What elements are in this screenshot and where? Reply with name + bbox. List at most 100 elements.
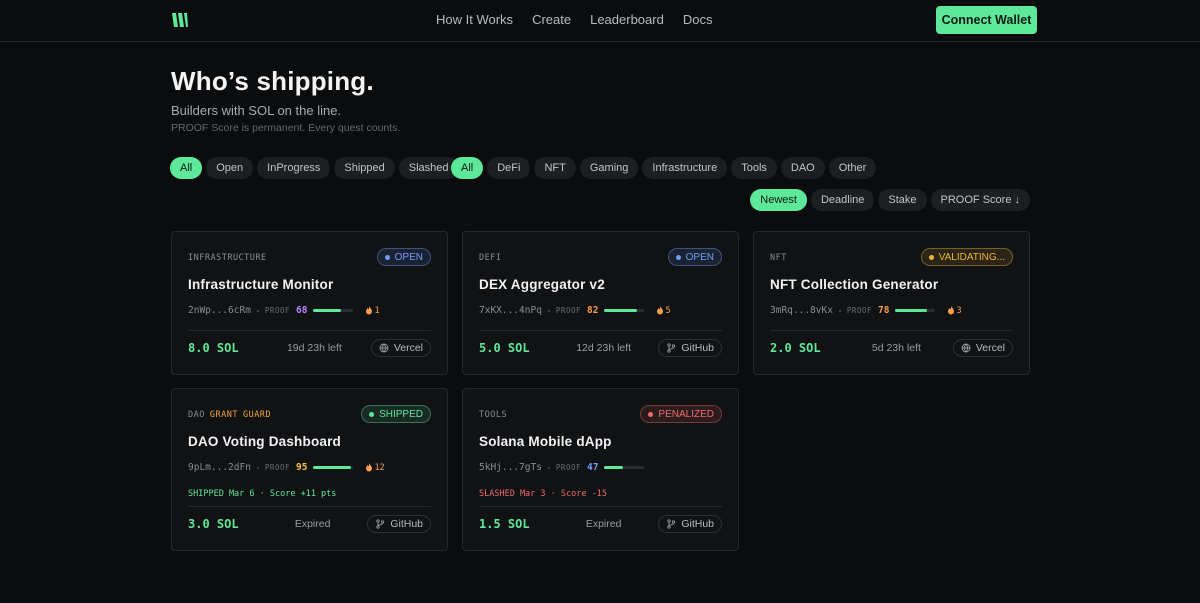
proof-track: [313, 309, 354, 312]
quest-card[interactable]: NFT VALIDATING... NFT Collection Generator…: [753, 231, 1030, 375]
status-text: PENALIZED: [658, 408, 714, 420]
category-pill[interactable]: Infrastructure: [642, 157, 728, 179]
stake-amount: 3.0 SOL: [188, 517, 239, 531]
status-badge: OPEN: [376, 248, 431, 266]
status-text: OPEN: [685, 251, 714, 263]
project-link[interactable]: GitHub: [367, 515, 431, 533]
divider: [188, 506, 431, 507]
link-text: GitHub: [390, 518, 423, 530]
divider: [479, 330, 722, 331]
status-pill[interactable]: Open: [206, 157, 254, 179]
tag-label: GRANT: [209, 410, 238, 420]
sort-pill[interactable]: Newest: [750, 189, 807, 211]
separator: [547, 309, 550, 312]
project-link[interactable]: Vercel: [952, 339, 1013, 357]
category-pill[interactable]: DeFi: [487, 157, 531, 179]
stake-amount: 1.5 SOL: [479, 517, 530, 531]
hero-title: Who’s shipping.: [171, 66, 374, 96]
link-text: GitHub: [681, 342, 714, 354]
quest-title: DAO Voting Dashboard: [188, 434, 342, 449]
category-label: NFT: [770, 253, 787, 263]
sort-pill[interactable]: PROOF Score ↓: [930, 189, 1030, 211]
sort-options: Newest Deadline Stake PROOF Score ↓: [750, 189, 1030, 211]
status-badge: VALIDATING...: [920, 248, 1013, 266]
category-pill[interactable]: Other: [828, 157, 877, 179]
streak-count: 12: [374, 462, 385, 473]
nav-link[interactable]: Docs: [682, 12, 713, 27]
time-left: 5d 23h left: [871, 342, 921, 354]
link-text: Vercel: [975, 342, 1005, 354]
stake-amount: 8.0 SOL: [188, 341, 239, 355]
status-pill[interactable]: Slashed: [398, 157, 459, 179]
proof-label: PROOF: [555, 463, 581, 472]
proof-track: [313, 466, 354, 469]
project-link[interactable]: Vercel: [370, 339, 431, 357]
nav-link[interactable]: How It Works: [436, 12, 514, 27]
status-pill[interactable]: InProgress: [257, 157, 331, 179]
status-text: OPEN: [394, 251, 423, 263]
category-pill[interactable]: DAO: [780, 157, 825, 179]
proof-bar: [604, 309, 638, 312]
category-label: DEFI: [479, 253, 502, 263]
nav-link[interactable]: Leaderboard: [590, 12, 664, 27]
category-row: NFT: [770, 253, 787, 263]
status-dot: [369, 411, 375, 417]
divider: [479, 506, 722, 507]
proof-score: 68: [296, 305, 308, 316]
connect-wallet-button[interactable]: Connect Wallet: [936, 6, 1037, 34]
divider: [188, 330, 431, 331]
category-pill[interactable]: Tools: [731, 157, 777, 179]
streak-count: 5: [665, 305, 671, 316]
navbar: How It Works Create Leaderboard Docs Connec…: [0, 0, 1200, 42]
meta-row: 5kHj...7gTs PROOF 47: [479, 462, 645, 473]
proof-bar: [604, 466, 624, 469]
tag-label: GUARD: [242, 410, 272, 420]
project-link[interactable]: GitHub: [658, 515, 722, 533]
category-label: DAO: [188, 410, 205, 420]
category-filters: All DeFi NFT Gaming Infrastructure Tools DAO Ot…: [451, 157, 877, 179]
time-left: Expired: [585, 518, 622, 530]
category-row: DEFI: [479, 253, 501, 263]
quest-card[interactable]: DAO GRANT GUARD SHIPPED DAO Voting Dashboard…: [171, 388, 448, 551]
wallet-address: 3mRq...8vKx: [770, 305, 833, 316]
category-pill[interactable]: Gaming: [579, 157, 639, 179]
category-row: DAO GRANT GUARD: [188, 410, 271, 420]
link-text: GitHub: [681, 518, 714, 530]
proof-track: [895, 309, 936, 312]
wallet-address: 7xKX...4nPq: [479, 305, 542, 316]
category-pill[interactable]: NFT: [534, 157, 576, 179]
quest-title: Infrastructure Monitor: [188, 277, 334, 292]
wallet-address: 2nWp...6cRm: [188, 305, 251, 316]
quest-card[interactable]: DEFI OPEN DEX Aggregator v2 7xKX...4nPq PROO…: [462, 231, 739, 375]
wallet-address: 5kHj...7gTs: [479, 462, 542, 473]
sort-pill[interactable]: Stake: [878, 189, 927, 211]
result-line: SHIPPED Mar 6 · Score +11 pts: [188, 489, 337, 499]
streak: 3: [947, 305, 962, 316]
proof-bar: [895, 309, 927, 312]
streak-count: 3: [956, 305, 962, 316]
quest-title: DEX Aggregator v2: [479, 277, 605, 292]
proof-track: [604, 466, 645, 469]
project-link[interactable]: GitHub: [658, 339, 722, 357]
proof-score: 95: [296, 462, 308, 473]
quest-card[interactable]: TOOLS PENALIZED Solana Mobile dApp 5kHj...7…: [462, 388, 739, 551]
status-pill[interactable]: All: [170, 157, 203, 179]
card-footer: 2.0 SOL 5d 23h left Vercel: [770, 339, 1013, 357]
status-pill[interactable]: Shipped: [334, 157, 395, 179]
separator: [256, 466, 259, 469]
link-text: Vercel: [393, 342, 423, 354]
status-dot: [928, 254, 934, 260]
nav-link[interactable]: Create: [532, 12, 572, 27]
proof-bar: [313, 466, 352, 469]
stake-amount: 5.0 SOL: [479, 341, 530, 355]
streak: 12: [365, 462, 385, 473]
status-badge: PENALIZED: [640, 405, 722, 423]
quest-card[interactable]: INFRASTRUCTURE OPEN Infrastructure Monitor…: [171, 231, 448, 375]
category-pill[interactable]: All: [451, 157, 484, 179]
card-footer: 8.0 SOL 19d 23h left Vercel: [188, 339, 431, 357]
sort-pill[interactable]: Deadline: [810, 189, 875, 211]
proof-score: 78: [878, 305, 890, 316]
proof-label: PROOF: [264, 463, 290, 472]
logo[interactable]: [171, 11, 189, 29]
